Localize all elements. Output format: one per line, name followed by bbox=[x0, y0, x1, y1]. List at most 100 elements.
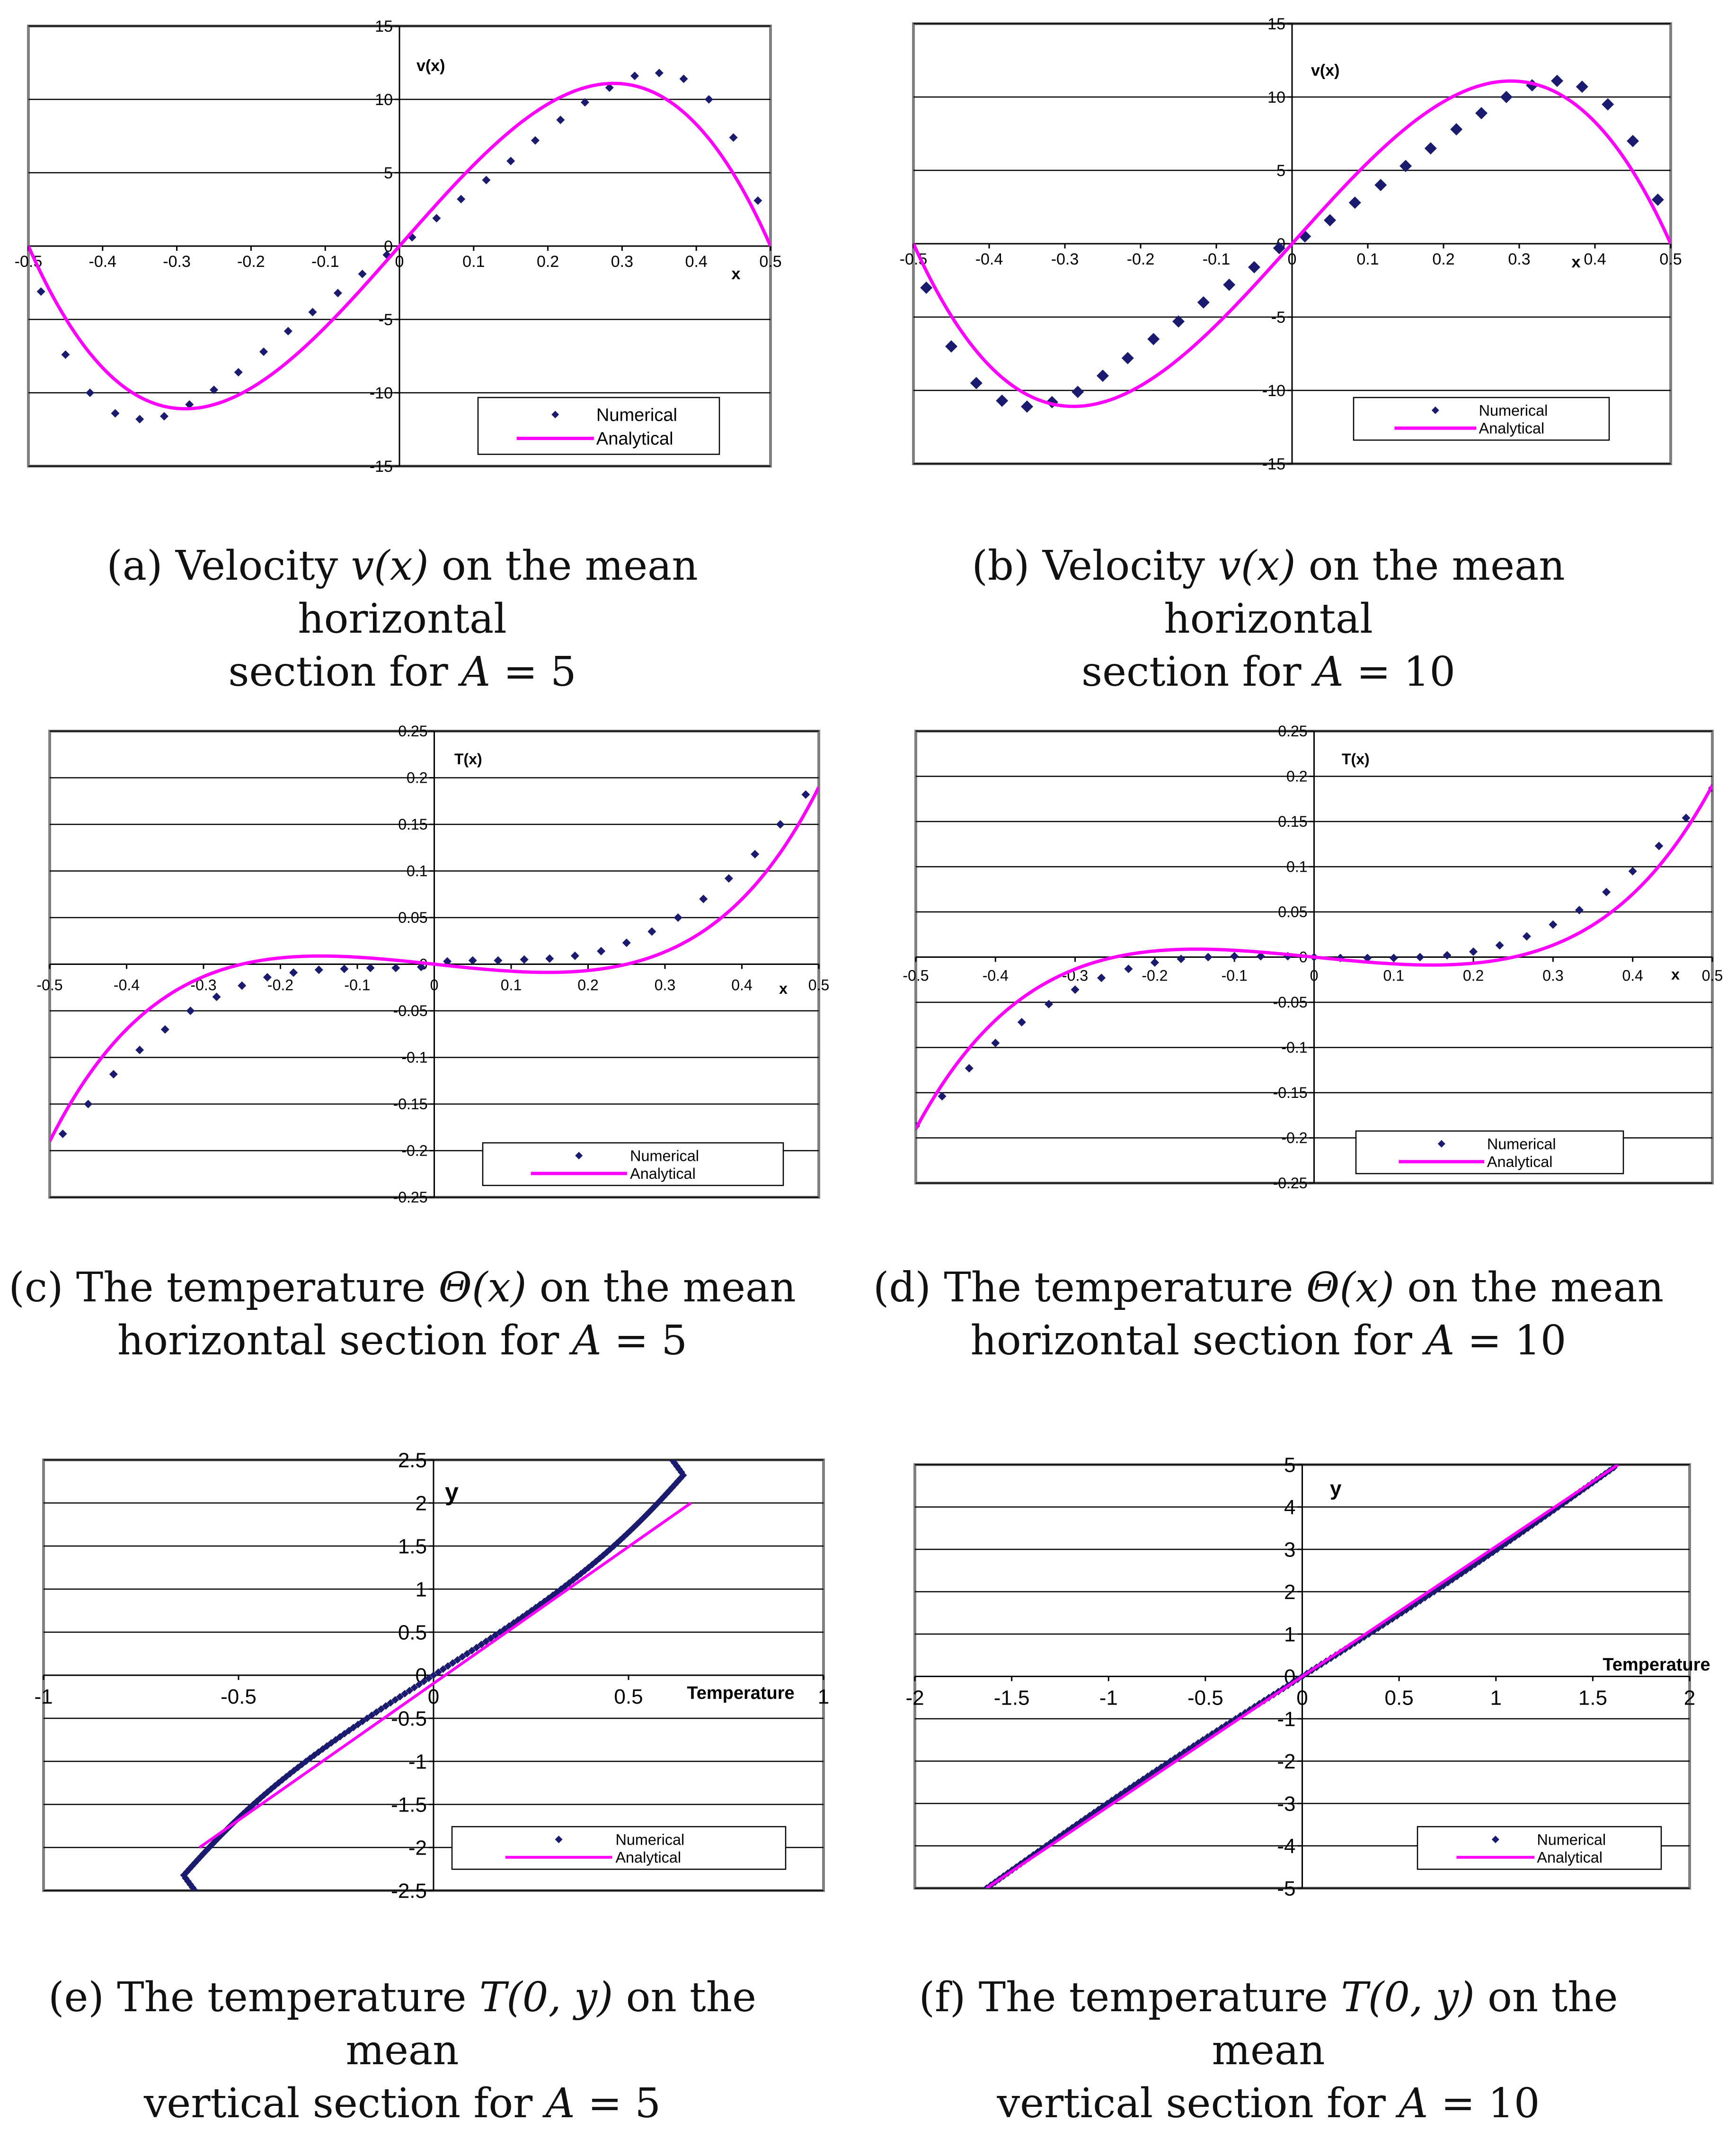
x-axis-label: x bbox=[1671, 966, 1680, 983]
numerical-point bbox=[210, 385, 218, 394]
numerical-point bbox=[1374, 179, 1387, 191]
numerical-point bbox=[391, 963, 400, 972]
numerical-point bbox=[396, 1693, 404, 1701]
numerical-point bbox=[358, 1717, 366, 1725]
numerical-point bbox=[406, 1687, 414, 1695]
y-tick-label: -2 bbox=[1277, 1750, 1295, 1773]
y-tick-label: -0.05 bbox=[393, 1002, 428, 1019]
x-tick-label: 0.2 bbox=[537, 253, 559, 271]
numerical-point bbox=[1522, 932, 1531, 941]
numerical-point bbox=[401, 1690, 409, 1697]
numerical-point bbox=[84, 1100, 93, 1108]
x-tick-label: 0.3 bbox=[1508, 250, 1530, 268]
caption-a-prefix: (a) Velocity bbox=[106, 542, 351, 590]
numerical-point bbox=[308, 308, 317, 317]
y-tick-label: 10 bbox=[375, 91, 393, 109]
numerical-point bbox=[345, 1727, 353, 1734]
y-tick-label: 5 bbox=[1276, 162, 1285, 180]
caption-e-var: A bbox=[545, 2080, 575, 2127]
y-tick-label: -1 bbox=[1277, 1707, 1295, 1731]
x-tick-label: 0.5 bbox=[1659, 250, 1682, 268]
series-analytical-line bbox=[985, 1465, 1619, 1888]
numerical-point bbox=[238, 981, 247, 990]
y-tick-label: 0.15 bbox=[1278, 813, 1307, 830]
y-tick-label: -10 bbox=[1262, 382, 1285, 400]
legend-box bbox=[477, 397, 720, 455]
numerical-point bbox=[434, 1668, 443, 1676]
series-analytical-line bbox=[50, 786, 819, 1142]
caption-f-math: T(0, y) bbox=[1341, 1974, 1475, 2021]
numerical-point bbox=[1348, 196, 1361, 209]
x-tick-label: 0 bbox=[1296, 1687, 1308, 1710]
numerical-point bbox=[938, 1092, 947, 1101]
numerical-point bbox=[159, 412, 168, 421]
y-tick-label: -0.25 bbox=[1273, 1175, 1308, 1192]
numerical-point bbox=[458, 1653, 466, 1661]
numerical-point bbox=[1072, 386, 1084, 398]
x-tick-label: 0.5 bbox=[759, 253, 781, 271]
caption-b-prefix: (b) Velocity bbox=[972, 542, 1218, 590]
numerical-point bbox=[1256, 952, 1265, 961]
numerical-point bbox=[212, 992, 221, 1001]
numerical-point bbox=[377, 1705, 385, 1713]
y-tick-label: -1 bbox=[408, 1750, 427, 1773]
plot-area bbox=[913, 74, 1671, 413]
numerical-point bbox=[1475, 107, 1488, 120]
x-tick-label: 0.4 bbox=[1584, 250, 1606, 268]
caption-d-line2: horizontal section for bbox=[970, 1317, 1426, 1364]
series-analytical-line bbox=[916, 784, 1712, 1130]
caption-b-suffix: on the mean horizontal bbox=[1164, 542, 1565, 643]
numerical-point bbox=[420, 1678, 428, 1685]
caption-a-math: v(x) bbox=[351, 542, 429, 590]
caption-f-suffix: on the mean bbox=[1212, 1974, 1618, 2074]
x-tick-label: -0.4 bbox=[114, 977, 140, 994]
numerical-point bbox=[673, 913, 682, 922]
plot-area bbox=[983, 1465, 1620, 1888]
numerical-point bbox=[776, 820, 785, 829]
y-tick-label: -0.2 bbox=[401, 1142, 427, 1159]
x-tick-label: 0.5 bbox=[1385, 1687, 1414, 1710]
numerical-point bbox=[372, 1708, 381, 1716]
caption-b-line2: section for bbox=[1081, 648, 1314, 696]
numerical-point bbox=[1147, 333, 1160, 345]
numerical-point bbox=[487, 1635, 495, 1642]
numerical-point bbox=[482, 176, 491, 185]
numerical-point bbox=[1469, 947, 1478, 956]
numerical-point bbox=[1416, 953, 1425, 962]
legend-analytical-label: Analytical bbox=[1537, 1849, 1603, 1866]
numerical-point bbox=[531, 136, 540, 145]
x-tick-label: -0.5 bbox=[36, 977, 62, 994]
legend-analytical-label: Analytical bbox=[615, 1849, 681, 1866]
numerical-point bbox=[581, 98, 589, 107]
numerical-point bbox=[472, 1644, 480, 1652]
caption-a: (a) Velocity v(x) on the mean horizontal… bbox=[0, 539, 805, 698]
legend-box bbox=[451, 1826, 787, 1870]
legend-box bbox=[1417, 1826, 1662, 1870]
y-tick-label: 0.5 bbox=[398, 1621, 427, 1644]
numerical-point bbox=[349, 1723, 357, 1732]
y-axis-label: v(x) bbox=[416, 57, 445, 75]
caption-a-value: = 5 bbox=[490, 648, 576, 696]
chart-c: -0.25 -0.2 -0.15 -0.1 -0.050 0.05 0.1 0.15 0.2 0.… bbox=[36, 723, 829, 1206]
y-tick-label: -0.2 bbox=[1281, 1130, 1307, 1147]
numerical-point bbox=[432, 214, 441, 223]
numerical-point bbox=[506, 157, 515, 166]
numerical-point bbox=[1248, 261, 1260, 274]
numerical-point bbox=[630, 71, 639, 80]
caption-c-value: = 5 bbox=[601, 1317, 688, 1364]
x-tick-label: 0.1 bbox=[1383, 967, 1404, 984]
plot-area bbox=[28, 69, 771, 424]
plot-area bbox=[916, 784, 1712, 1131]
numerical-point bbox=[477, 1641, 485, 1648]
caption-f-value: = 10 bbox=[1428, 2080, 1540, 2127]
caption-a-var: A bbox=[461, 648, 491, 696]
caption-b: (b) Velocity v(x) on the mean horizontal… bbox=[866, 539, 1671, 698]
legend-numerical-label: Numerical bbox=[1487, 1135, 1556, 1152]
caption-f-line2: vertical section for bbox=[997, 2080, 1399, 2127]
numerical-point bbox=[1177, 955, 1186, 963]
y-tick-label: 0.1 bbox=[1286, 858, 1307, 875]
numerical-point bbox=[1495, 941, 1504, 950]
